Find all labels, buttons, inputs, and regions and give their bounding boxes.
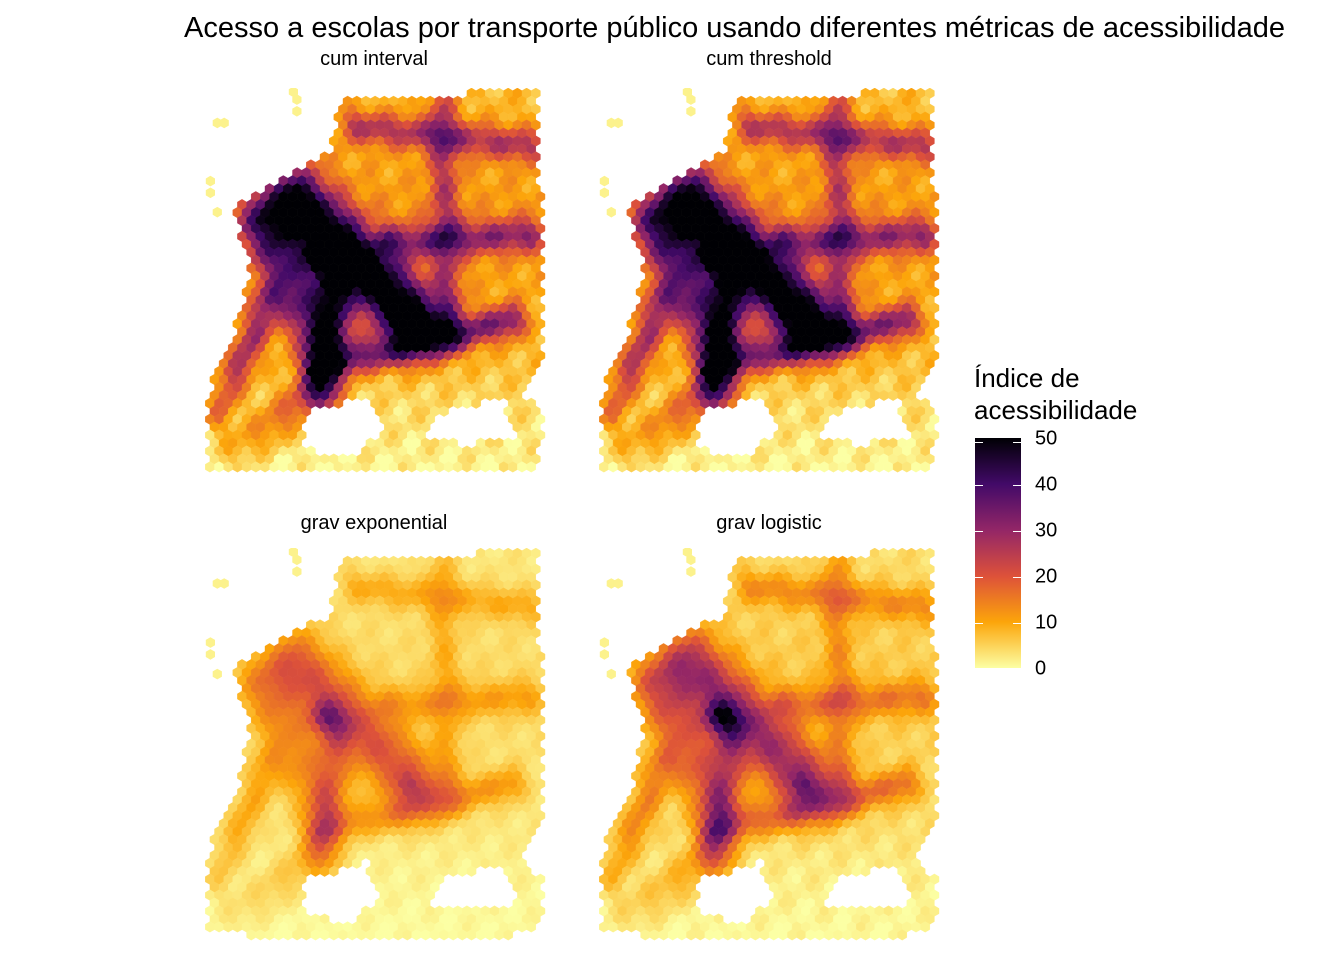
hex-cell-isolated — [212, 668, 222, 680]
hex-cell-isolated — [292, 554, 302, 566]
hex-cell-isolated — [599, 187, 609, 199]
hex-cell — [727, 397, 738, 409]
hex-cell — [503, 929, 513, 941]
hex-cell — [351, 857, 362, 869]
facet-label-grav-exponential: grav exponential — [300, 512, 448, 534]
hex-cell-isolated — [288, 88, 298, 98]
hex-cell-isolated — [292, 566, 302, 577]
hex-cell — [920, 461, 930, 473]
hex-cell — [471, 397, 481, 409]
hex-cell-isolated — [212, 578, 222, 589]
hex-cell-isolated — [205, 649, 215, 660]
hex-cell — [439, 405, 449, 417]
facet-label-grav-logistic: grav logistic — [716, 512, 822, 534]
hex-cell-isolated — [205, 187, 215, 199]
hex-cell-isolated — [212, 206, 222, 218]
hex-cell-isolated — [219, 117, 229, 129]
hex-cell — [833, 405, 843, 417]
hex-cell-isolated — [212, 117, 222, 129]
hex-cell-isolated — [686, 94, 696, 105]
map-panel-cum-interval — [205, 88, 546, 473]
hex-cell-isolated — [599, 175, 609, 187]
hex-cell-isolated — [205, 637, 215, 648]
hex-cell-isolated — [292, 94, 302, 105]
hex-cell-isolated — [613, 117, 623, 129]
map-panel-grav-logistic — [599, 548, 940, 941]
hex-cell-isolated — [205, 175, 215, 187]
hex-cell-isolated — [292, 106, 302, 117]
hex-cell-isolated — [606, 206, 616, 218]
map-panel-cum-threshold — [599, 88, 940, 473]
facet-label-cum-interval: cum interval — [320, 48, 428, 70]
facet-label-cum-threshold: cum threshold — [706, 48, 832, 70]
chart-title: Acesso a escolas por transporte público … — [184, 12, 1286, 44]
hex-cell — [865, 397, 875, 409]
hex-cell-isolated — [682, 88, 692, 98]
hex-cell — [526, 921, 536, 933]
hex-cell-isolated — [686, 106, 696, 117]
hex-cell — [333, 397, 344, 409]
map-panel-grav-exponential — [205, 548, 546, 941]
hex-cell — [328, 865, 339, 877]
hex-cell-isolated — [219, 578, 229, 589]
hex-cell-isolated — [288, 548, 298, 558]
hex-cell — [466, 865, 477, 877]
hex-cell — [526, 461, 536, 473]
